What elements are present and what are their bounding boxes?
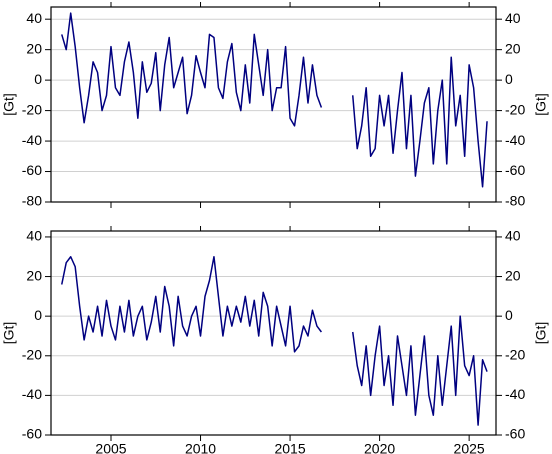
series-line bbox=[61, 12, 488, 188]
y2-tick-label: -60 bbox=[505, 426, 525, 442]
x-tick-label: 2020 bbox=[364, 441, 395, 454]
y-tick-label: -40 bbox=[22, 132, 42, 148]
y2-tick-label: -80 bbox=[505, 193, 525, 209]
y2-tick-label: 40 bbox=[505, 10, 521, 26]
y2-tick-label: -40 bbox=[505, 132, 525, 148]
y-tick-label: -80 bbox=[22, 193, 42, 209]
y2-tick-label: 20 bbox=[505, 40, 521, 56]
series-line bbox=[61, 256, 488, 426]
y2-axis-label: [Gt] bbox=[533, 322, 549, 345]
plot-frame bbox=[50, 230, 497, 436]
x-tick-label: 2015 bbox=[274, 441, 305, 454]
y-axis-label: [Gt] bbox=[1, 322, 17, 345]
plot-frame bbox=[50, 6, 497, 203]
y2-tick-label: -20 bbox=[505, 346, 525, 362]
y-tick-label: 20 bbox=[26, 267, 42, 283]
y-tick-label: -20 bbox=[22, 346, 42, 362]
x-tick-label: 2025 bbox=[454, 441, 485, 454]
x-tick-label: 2010 bbox=[185, 441, 216, 454]
y-tick-label: -60 bbox=[22, 426, 42, 442]
y-tick-label: 0 bbox=[34, 71, 42, 87]
y2-tick-label: 0 bbox=[505, 71, 513, 87]
y2-tick-label: -60 bbox=[505, 162, 525, 178]
y-tick-label: 40 bbox=[26, 10, 42, 26]
x-tick-label: 2005 bbox=[95, 441, 126, 454]
y2-tick-label: 40 bbox=[505, 228, 521, 244]
y-tick-label: -20 bbox=[22, 101, 42, 117]
y2-axis-label: [Gt] bbox=[533, 93, 549, 116]
y-tick-label: -40 bbox=[22, 386, 42, 402]
y2-tick-label: -40 bbox=[505, 386, 525, 402]
y2-tick-label: 20 bbox=[505, 267, 521, 283]
y-axis-label: [Gt] bbox=[1, 93, 17, 116]
y2-tick-label: -20 bbox=[505, 101, 525, 117]
y-tick-label: -60 bbox=[22, 162, 42, 178]
y2-tick-label: 0 bbox=[505, 307, 513, 323]
y-tick-label: 0 bbox=[34, 307, 42, 323]
y-tick-label: 40 bbox=[26, 228, 42, 244]
y-tick-label: 20 bbox=[26, 40, 42, 56]
